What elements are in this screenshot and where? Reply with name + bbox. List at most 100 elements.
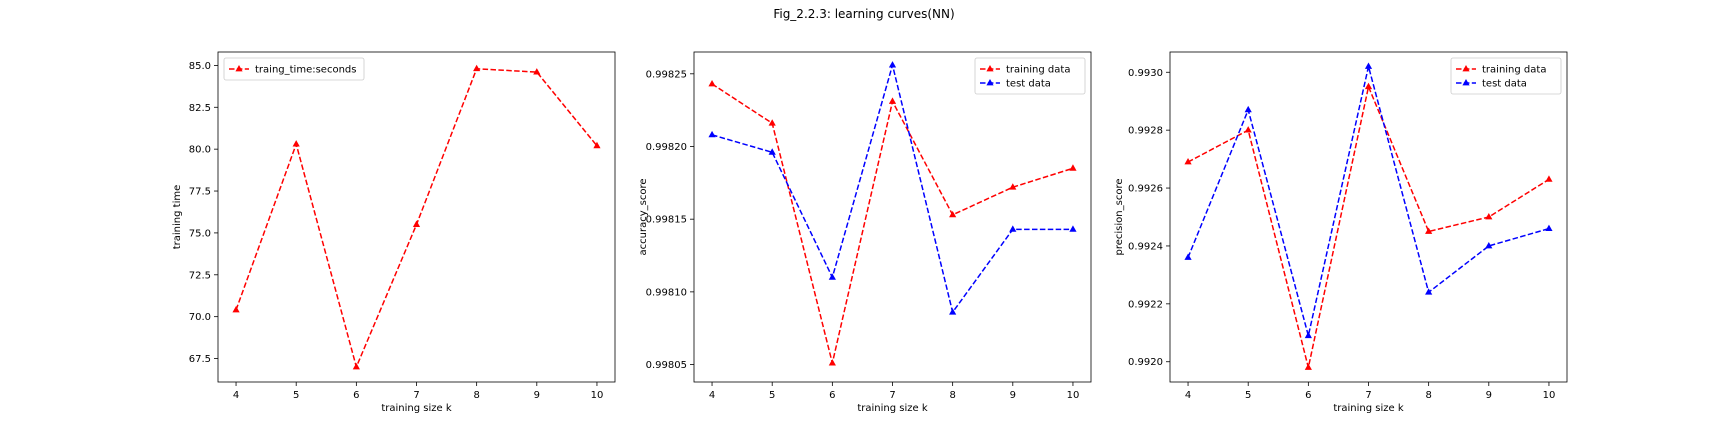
data-point bbox=[1364, 62, 1373, 69]
data-point bbox=[1304, 363, 1312, 370]
x-tick-label: 9 bbox=[1486, 390, 1492, 401]
x-axis-label: training size k bbox=[381, 403, 451, 414]
data-point bbox=[1425, 288, 1433, 295]
data-point bbox=[1009, 225, 1017, 232]
y-tick-label: 0.9926 bbox=[1128, 184, 1163, 195]
legend-box bbox=[974, 57, 1086, 95]
x-axis-label: training size k bbox=[857, 403, 927, 414]
legend: training data test data bbox=[974, 57, 1086, 95]
y-tick-label: 0.99820 bbox=[646, 142, 687, 153]
data-point bbox=[473, 64, 481, 72]
legend-marker bbox=[986, 79, 994, 86]
legend: traing_time:seconds bbox=[223, 57, 365, 81]
x-tick-label: 7 bbox=[1365, 390, 1371, 401]
y-tick-label: 80.0 bbox=[189, 145, 211, 156]
data-point bbox=[1304, 331, 1312, 339]
chart-1: 4 5 6 7 8 9 10 67.5 70.0 72.5 75.0 77.5 80.0 82.5 85.0… bbox=[172, 51, 616, 414]
y-tick-label: 67.5 bbox=[189, 354, 211, 365]
legend-entry: traing_time:seconds bbox=[255, 65, 356, 76]
data-point bbox=[708, 130, 716, 138]
legend-entry: test data bbox=[1482, 79, 1527, 90]
y-tick-label: 75.0 bbox=[189, 228, 211, 239]
y-tick-label: 0.9930 bbox=[1128, 68, 1163, 79]
y-tick-label: 0.99825 bbox=[646, 69, 687, 80]
x-tick-label: 6 bbox=[353, 390, 359, 401]
data-point bbox=[1364, 82, 1373, 90]
data-point bbox=[1425, 227, 1433, 234]
series-line-1 bbox=[1187, 84, 1550, 368]
series-line-2 bbox=[1187, 66, 1550, 336]
x-tick-label: 4 bbox=[1185, 390, 1191, 401]
legend-entry: test data bbox=[1006, 79, 1051, 90]
series-line-1 bbox=[235, 67, 598, 370]
plot-frame bbox=[1169, 51, 1568, 383]
legend-box bbox=[1450, 57, 1562, 95]
figure-title: Fig_2.2.3: learning curves(NN) bbox=[773, 7, 955, 21]
legend-marker bbox=[1462, 79, 1470, 86]
data-point bbox=[949, 210, 957, 218]
data-point bbox=[533, 68, 541, 75]
data-point bbox=[232, 305, 240, 313]
data-point bbox=[1069, 225, 1077, 232]
x-tick-label: 6 bbox=[829, 390, 835, 401]
x-tick-label: 5 bbox=[769, 390, 775, 401]
data-point bbox=[1485, 213, 1493, 220]
data-point bbox=[1009, 183, 1017, 190]
data-point bbox=[1244, 126, 1252, 133]
legend-entry: training data bbox=[1006, 65, 1070, 76]
x-tick-label: 8 bbox=[949, 390, 955, 401]
x-tick-label: 10 bbox=[591, 390, 604, 401]
legend-marker bbox=[235, 65, 243, 72]
y-tick-label: 77.5 bbox=[189, 187, 211, 198]
x-tick-label: 5 bbox=[293, 390, 299, 401]
data-point bbox=[412, 220, 421, 227]
plot-frame bbox=[217, 51, 616, 383]
x-tick-label: 10 bbox=[1543, 390, 1556, 401]
data-point bbox=[1244, 105, 1252, 113]
data-point bbox=[888, 97, 897, 104]
y-tick-label: 82.5 bbox=[189, 103, 211, 114]
data-point bbox=[828, 359, 836, 366]
x-tick-label: 8 bbox=[473, 390, 479, 401]
data-point bbox=[768, 119, 776, 126]
x-tick-label: 9 bbox=[1010, 390, 1016, 401]
y-tick-label: 0.9928 bbox=[1128, 126, 1163, 137]
data-point bbox=[1184, 253, 1192, 260]
x-tick-label: 9 bbox=[534, 390, 540, 401]
data-point bbox=[593, 141, 601, 149]
data-point bbox=[949, 308, 957, 315]
x-tick-label: 6 bbox=[1305, 390, 1311, 401]
y-tick-label: 85.0 bbox=[189, 61, 211, 72]
data-point bbox=[1545, 175, 1553, 182]
data-point bbox=[768, 148, 776, 155]
legend-entry: training data bbox=[1482, 65, 1546, 76]
x-tick-label: 10 bbox=[1067, 390, 1080, 401]
data-point bbox=[708, 79, 716, 87]
x-tick-label: 7 bbox=[889, 390, 895, 401]
y-tick-label: 0.99805 bbox=[646, 360, 687, 371]
legend: training data test data bbox=[1450, 57, 1562, 95]
x-tick-label: 5 bbox=[1245, 390, 1251, 401]
x-tick-label: 8 bbox=[1425, 390, 1431, 401]
legend-marker bbox=[986, 65, 994, 72]
data-point bbox=[888, 61, 897, 68]
series-line-1 bbox=[711, 83, 1074, 364]
x-axis-label: training size k bbox=[1333, 403, 1403, 414]
data-point bbox=[828, 273, 836, 280]
y-tick-label: 72.5 bbox=[189, 270, 211, 281]
data-point bbox=[1545, 224, 1553, 231]
data-point bbox=[352, 362, 360, 370]
chart-2: 4 5 6 7 8 9 10 0.99805 0.99810 0.99815 0.99820 0.99… bbox=[638, 51, 1092, 414]
data-point bbox=[1184, 158, 1192, 165]
y-axis-label: accuracy_score bbox=[638, 179, 649, 256]
x-tick-label: 7 bbox=[413, 390, 419, 401]
y-tick-label: 0.9920 bbox=[1128, 357, 1163, 368]
legend-marker bbox=[1462, 65, 1470, 72]
y-tick-label: 0.9924 bbox=[1128, 241, 1163, 252]
y-axis-label: training time bbox=[172, 185, 183, 250]
y-tick-label: 70.0 bbox=[189, 312, 211, 323]
legend-box bbox=[223, 57, 365, 81]
data-point bbox=[292, 140, 300, 147]
